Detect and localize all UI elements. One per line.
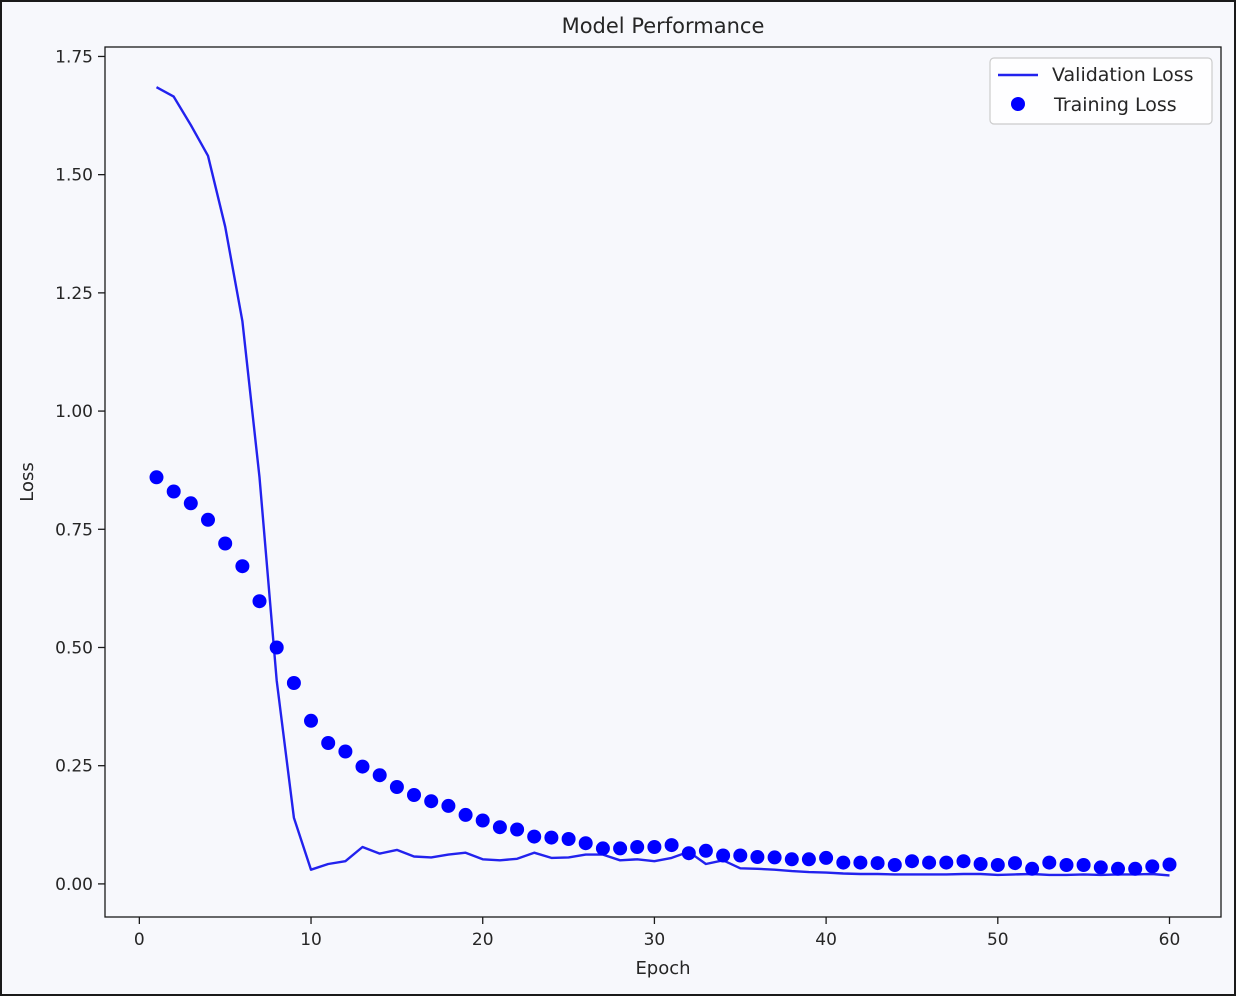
axes-frame [104,46,1222,918]
legend-box [989,57,1213,125]
y-tick-label: 1.50 [55,166,93,186]
validation-loss-line [155,86,1170,877]
legend: Validation Loss Training Loss [989,57,1213,125]
legend-swatch-training-loss [1011,97,1025,111]
training-loss-point [939,855,954,870]
training-loss-point [922,855,937,870]
training-loss-point [578,836,593,851]
training-loss-point [647,840,662,854]
y-tick-label: 1.25 [55,284,93,304]
y-tick-label: 1.75 [55,47,93,67]
training-loss-point [269,640,284,655]
training-loss-point [1128,861,1143,876]
legend-label-validation-loss: Validation Loss [1052,64,1194,86]
training-loss-point [767,850,782,865]
y-tick-label: 0.50 [55,638,93,658]
training-loss-point [1162,857,1177,872]
training-loss-point [1145,859,1160,874]
training-loss-point [407,788,421,802]
training-loss-point [372,768,387,783]
training-loss-point [801,852,816,867]
training-loss-point [183,496,198,511]
training-loss-point [458,807,473,822]
training-loss-point [698,843,713,858]
x-tick-label: 0 [134,930,145,950]
training-loss-point [1111,861,1125,876]
training-loss-point [990,858,1005,872]
x-tick-label: 50 [987,930,1009,950]
training-loss-point [716,848,731,863]
x-tick-label: 60 [1159,930,1181,950]
training-loss-point [1008,856,1022,871]
training-loss-point [492,820,507,835]
training-loss-point [218,536,233,551]
training-loss-point [784,852,799,867]
training-loss-point [338,744,353,759]
training-loss-point [595,841,610,856]
training-loss-point [630,840,645,854]
y-tick-label: 1.00 [55,402,93,422]
training-loss-point [321,736,336,750]
training-loss-point [681,846,696,861]
training-loss-point [424,794,439,809]
training-loss-point [304,713,318,728]
training-loss-point [664,838,679,853]
legend-label-training-loss: Training Loss [1053,94,1177,116]
chart-title: Model Performance [562,14,765,38]
training-loss-point [905,854,919,869]
training-loss-point [544,830,559,845]
training-loss-point [510,822,525,837]
training-loss-point [235,559,250,574]
training-loss-point [149,470,164,485]
training-loss-point [252,594,267,609]
training-loss-point [956,854,971,869]
training-loss-point [561,832,576,846]
training-loss-point [853,855,868,870]
x-tick-label: 20 [472,930,494,950]
y-axis: 0.00 0.25 0.50 0.75 1.00 1.25 1.50 1.75 [55,47,105,895]
training-loss-point [836,855,851,870]
training-loss-point [1093,860,1108,875]
x-axis: 0 10 20 30 40 50 60 [134,917,1180,950]
x-tick-label: 10 [300,930,322,950]
training-loss-point [733,848,748,863]
training-loss-point [286,676,301,690]
training-loss-point [750,850,765,864]
training-loss-point [389,780,404,794]
training-loss-point [1076,858,1091,872]
training-loss-point [1042,855,1057,870]
y-axis-title: Loss [17,462,38,501]
y-tick-label: 0.75 [55,520,93,540]
training-loss-point [870,856,885,871]
training-loss-point [887,858,902,872]
training-loss-point [355,759,370,774]
training-loss-point [973,857,988,871]
x-axis-title: Epoch [635,958,690,979]
training-loss-point [1059,858,1074,872]
training-loss-point [613,841,628,856]
y-tick-label: 0.25 [55,757,93,777]
training-loss-point [166,484,181,499]
training-loss-point [819,850,834,865]
training-loss-point [527,829,542,844]
x-tick-label: 30 [644,930,666,950]
training-loss-point [475,813,490,828]
training-loss-point [201,512,215,527]
plot-area [149,86,1177,877]
training-loss-point [441,798,456,813]
x-tick-label: 40 [815,930,837,950]
training-loss-point [1025,861,1040,876]
y-tick-label: 0.00 [55,875,93,895]
